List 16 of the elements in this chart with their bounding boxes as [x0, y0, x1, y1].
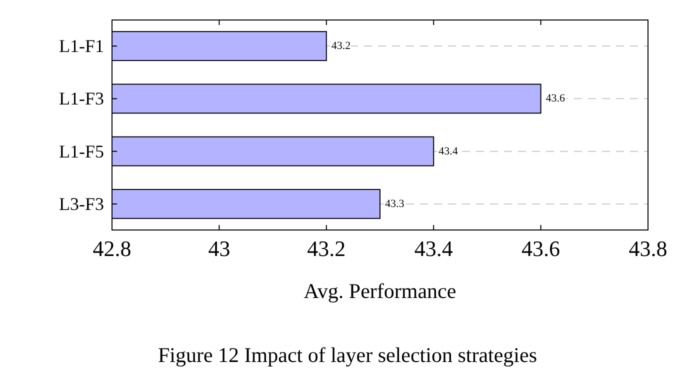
y-tick-label: L1-F5: [59, 141, 104, 162]
x-tick-label: 43.4: [414, 236, 453, 261]
x-tick-label: 42.8: [92, 236, 132, 261]
y-tick-label: L1-F3: [59, 88, 104, 109]
x-tick-label: 43.6: [522, 236, 560, 261]
data-label: 43.2: [331, 40, 351, 52]
data-label: 43.4: [438, 145, 458, 158]
x-axis-title: Avg. Performance: [304, 279, 456, 303]
x-tick-label: 43.2: [307, 236, 346, 261]
y-tick-label: L1-F1: [59, 36, 104, 56]
y-tick-label: L3-F3: [59, 194, 104, 214]
data-label: 43.3: [385, 198, 405, 210]
x-tick-label: 43: [208, 236, 230, 261]
x-tick-label: 43.8: [628, 236, 668, 261]
caption: Figure 12 Impact of layer selection strategies: [158, 343, 538, 367]
data-label: 43.6: [546, 92, 566, 105]
